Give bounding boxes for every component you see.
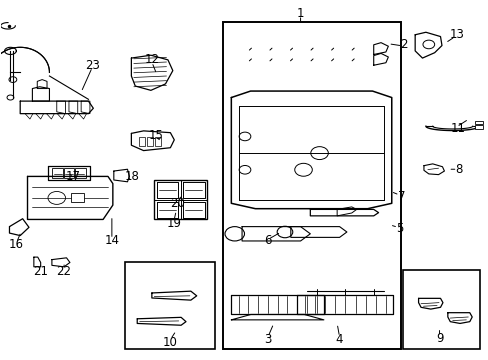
Bar: [222, 22, 400, 348]
Text: 1: 1: [296, 7, 304, 20]
Text: 19: 19: [166, 217, 181, 230]
Text: 15: 15: [148, 129, 163, 142]
Text: 18: 18: [124, 170, 140, 183]
Polygon shape: [9, 219, 29, 235]
Polygon shape: [231, 91, 391, 209]
Bar: [474, 121, 483, 125]
Bar: [125, 262, 215, 348]
Text: 10: 10: [163, 336, 178, 348]
Polygon shape: [423, 164, 444, 175]
Polygon shape: [418, 298, 442, 309]
Bar: [139, 137, 145, 146]
Polygon shape: [183, 202, 204, 218]
Text: 11: 11: [449, 122, 465, 135]
Polygon shape: [152, 291, 196, 300]
Text: 2: 2: [399, 38, 407, 51]
Text: 12: 12: [144, 53, 159, 66]
Bar: [154, 180, 206, 220]
Polygon shape: [52, 258, 70, 267]
Polygon shape: [183, 182, 204, 198]
Polygon shape: [157, 182, 178, 198]
Text: 7: 7: [397, 190, 405, 203]
Text: 6: 6: [264, 234, 271, 247]
Text: 5: 5: [395, 222, 403, 235]
Polygon shape: [34, 257, 41, 267]
Bar: [147, 137, 153, 146]
Text: 3: 3: [264, 333, 271, 346]
Text: 20: 20: [169, 197, 184, 210]
Text: 21: 21: [33, 265, 48, 278]
Bar: [75, 168, 85, 178]
Polygon shape: [414, 32, 441, 58]
Polygon shape: [231, 295, 323, 315]
Bar: [52, 168, 63, 178]
Polygon shape: [447, 313, 471, 323]
Bar: [63, 168, 74, 178]
Text: 4: 4: [335, 333, 343, 346]
Polygon shape: [20, 101, 93, 114]
Polygon shape: [27, 176, 113, 220]
Polygon shape: [310, 210, 378, 216]
Polygon shape: [114, 169, 129, 182]
Bar: [155, 137, 161, 146]
Text: 23: 23: [85, 59, 100, 72]
Bar: [402, 270, 479, 348]
Polygon shape: [297, 295, 393, 315]
Text: 16: 16: [9, 238, 24, 251]
Polygon shape: [131, 55, 172, 90]
Polygon shape: [47, 166, 90, 180]
Text: 13: 13: [448, 28, 463, 41]
Bar: [474, 126, 483, 129]
Text: 22: 22: [57, 265, 71, 278]
Bar: [71, 193, 83, 202]
Polygon shape: [131, 131, 174, 150]
Text: 9: 9: [435, 332, 443, 345]
Polygon shape: [157, 202, 178, 218]
Text: 17: 17: [65, 170, 80, 183]
Text: 8: 8: [454, 163, 462, 176]
Text: 14: 14: [104, 234, 119, 247]
Polygon shape: [137, 318, 185, 325]
